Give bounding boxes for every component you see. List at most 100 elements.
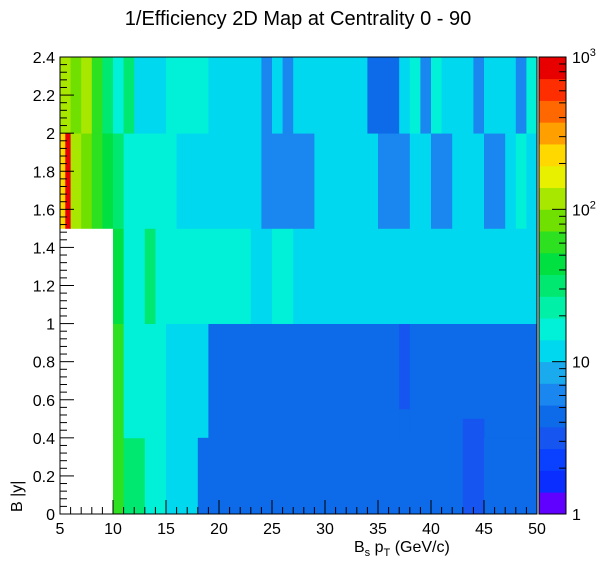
y-tick-label: 0.6 — [33, 393, 55, 410]
heatmap-cell — [505, 133, 517, 229]
heatmap-cell — [144, 323, 167, 515]
x-tick-label: 5 — [56, 521, 65, 538]
colorbar-swatch — [539, 78, 566, 101]
heatmap-cell — [250, 228, 273, 324]
heatmap-cell — [378, 133, 411, 229]
heatmap-cell — [452, 133, 485, 229]
heatmap-cell — [261, 57, 273, 134]
heatmap-cell — [484, 133, 506, 229]
heatmap-cell — [272, 228, 294, 324]
colorbar-swatch — [539, 339, 566, 363]
heatmap-cell — [60, 133, 66, 229]
colorbar-swatch — [539, 383, 566, 406]
x-tick-label: 15 — [157, 521, 175, 538]
heatmap-cell — [60, 228, 114, 515]
heatmap-cell — [462, 418, 485, 515]
colorbar-swatch — [539, 274, 566, 297]
heatmap-cell — [144, 228, 156, 324]
heatmap-cell — [123, 57, 135, 134]
heatmap-cell — [420, 57, 432, 134]
colorbar-swatch — [539, 57, 566, 80]
heatmap-cell — [123, 437, 146, 515]
heatmap-cell — [113, 323, 124, 515]
x-tick-label: 20 — [210, 521, 228, 538]
colorbar-swatch — [539, 318, 566, 341]
colorbar-swatch — [539, 252, 566, 276]
heatmap-cell — [293, 57, 368, 134]
heatmap-cell — [526, 133, 538, 229]
colorbar-swatch — [539, 122, 566, 145]
x-axis-title: Bs pT (GeV/c) — [354, 539, 450, 559]
heatmap-cell — [113, 57, 124, 134]
chart-title: 1/Efficiency 2D Map at Centrality 0 - 90 — [124, 8, 472, 30]
heatmap-cell — [272, 57, 283, 134]
heatmap-cell — [176, 133, 262, 229]
colorbar — [538, 56, 567, 515]
heatmap-cell — [261, 133, 315, 229]
heatmap-cell — [65, 133, 71, 229]
colorbar-swatch — [539, 296, 566, 319]
y-tick-label: 0.4 — [33, 431, 55, 448]
heatmap-cell — [484, 437, 538, 515]
x-tick-label: 30 — [316, 521, 334, 538]
heatmap-cell — [91, 57, 103, 134]
colorbar-swatch — [539, 426, 566, 450]
y-tick-label: 2.4 — [33, 50, 55, 67]
colorbar-swatch — [539, 448, 566, 471]
heatmap-cell — [515, 57, 527, 134]
x-tick-label: 45 — [475, 521, 493, 538]
heatmap-cell — [367, 57, 400, 134]
heatmap-cell — [399, 409, 411, 439]
colorbar-swatch — [539, 100, 566, 123]
heatmap-cell — [155, 228, 252, 324]
heatmap-cell — [166, 323, 209, 439]
tick-labels: 5 10 15 20 25 30 35 40 45 50 0 0.2 0.4 0.6 0.8 1 1.2 1.4 1… — [33, 47, 596, 538]
y-tick-label: 2.2 — [33, 88, 55, 105]
y-tick-label: 0.2 — [33, 469, 55, 486]
colorbar-swatch — [539, 231, 566, 254]
heatmap-cell — [123, 228, 146, 324]
y-tick-label: 1 — [46, 317, 55, 334]
heatmap-cell — [441, 57, 474, 134]
heatmap-cell — [113, 133, 124, 229]
heatmap-cell — [197, 437, 464, 515]
heatmap-cell — [314, 133, 379, 229]
x-tick-label: 10 — [104, 521, 122, 538]
heatmap-cell — [123, 323, 146, 439]
heatmap-cell — [102, 57, 114, 134]
heatmap-cell — [81, 57, 93, 134]
heatmap-cell — [399, 57, 411, 134]
y-tick-label: 1.8 — [33, 164, 55, 181]
colorbar-label: 103 — [572, 47, 596, 67]
heatmap-cell — [409, 57, 421, 134]
heatmap-cells — [60, 57, 538, 515]
heatmap-cell — [70, 57, 82, 134]
x-tick-label: 50 — [528, 521, 546, 538]
colorbar-label: 10 — [572, 355, 590, 372]
heatmap-cell — [123, 133, 177, 229]
y-tick-label: 1.4 — [33, 240, 55, 257]
y-tick-label: 0.8 — [33, 355, 55, 372]
heatmap-cell — [526, 57, 538, 134]
x-tick-label: 25 — [263, 521, 281, 538]
heatmap-cell — [166, 437, 199, 515]
heatmap-cell — [166, 57, 209, 134]
colorbar-swatch — [539, 187, 566, 210]
heatmap-cell — [102, 133, 114, 229]
heatmap-cell — [70, 133, 82, 229]
heatmap-cell — [399, 323, 411, 410]
colorbar-swatch — [539, 405, 566, 428]
heatmap-cell — [91, 133, 103, 229]
heatmap-cell — [134, 57, 167, 134]
heatmap-cell — [293, 228, 538, 324]
heatmap-cell — [431, 133, 453, 229]
heatmap-cell — [208, 323, 400, 439]
heatmap-cell — [113, 228, 124, 324]
y-tick-label: 1.6 — [33, 202, 55, 219]
heatmap-cell — [431, 57, 442, 134]
colorbar-swatch — [539, 470, 566, 493]
heatmap-cell — [208, 57, 262, 134]
colorbar-swatch — [539, 209, 566, 232]
heatmap-cell — [81, 133, 93, 229]
